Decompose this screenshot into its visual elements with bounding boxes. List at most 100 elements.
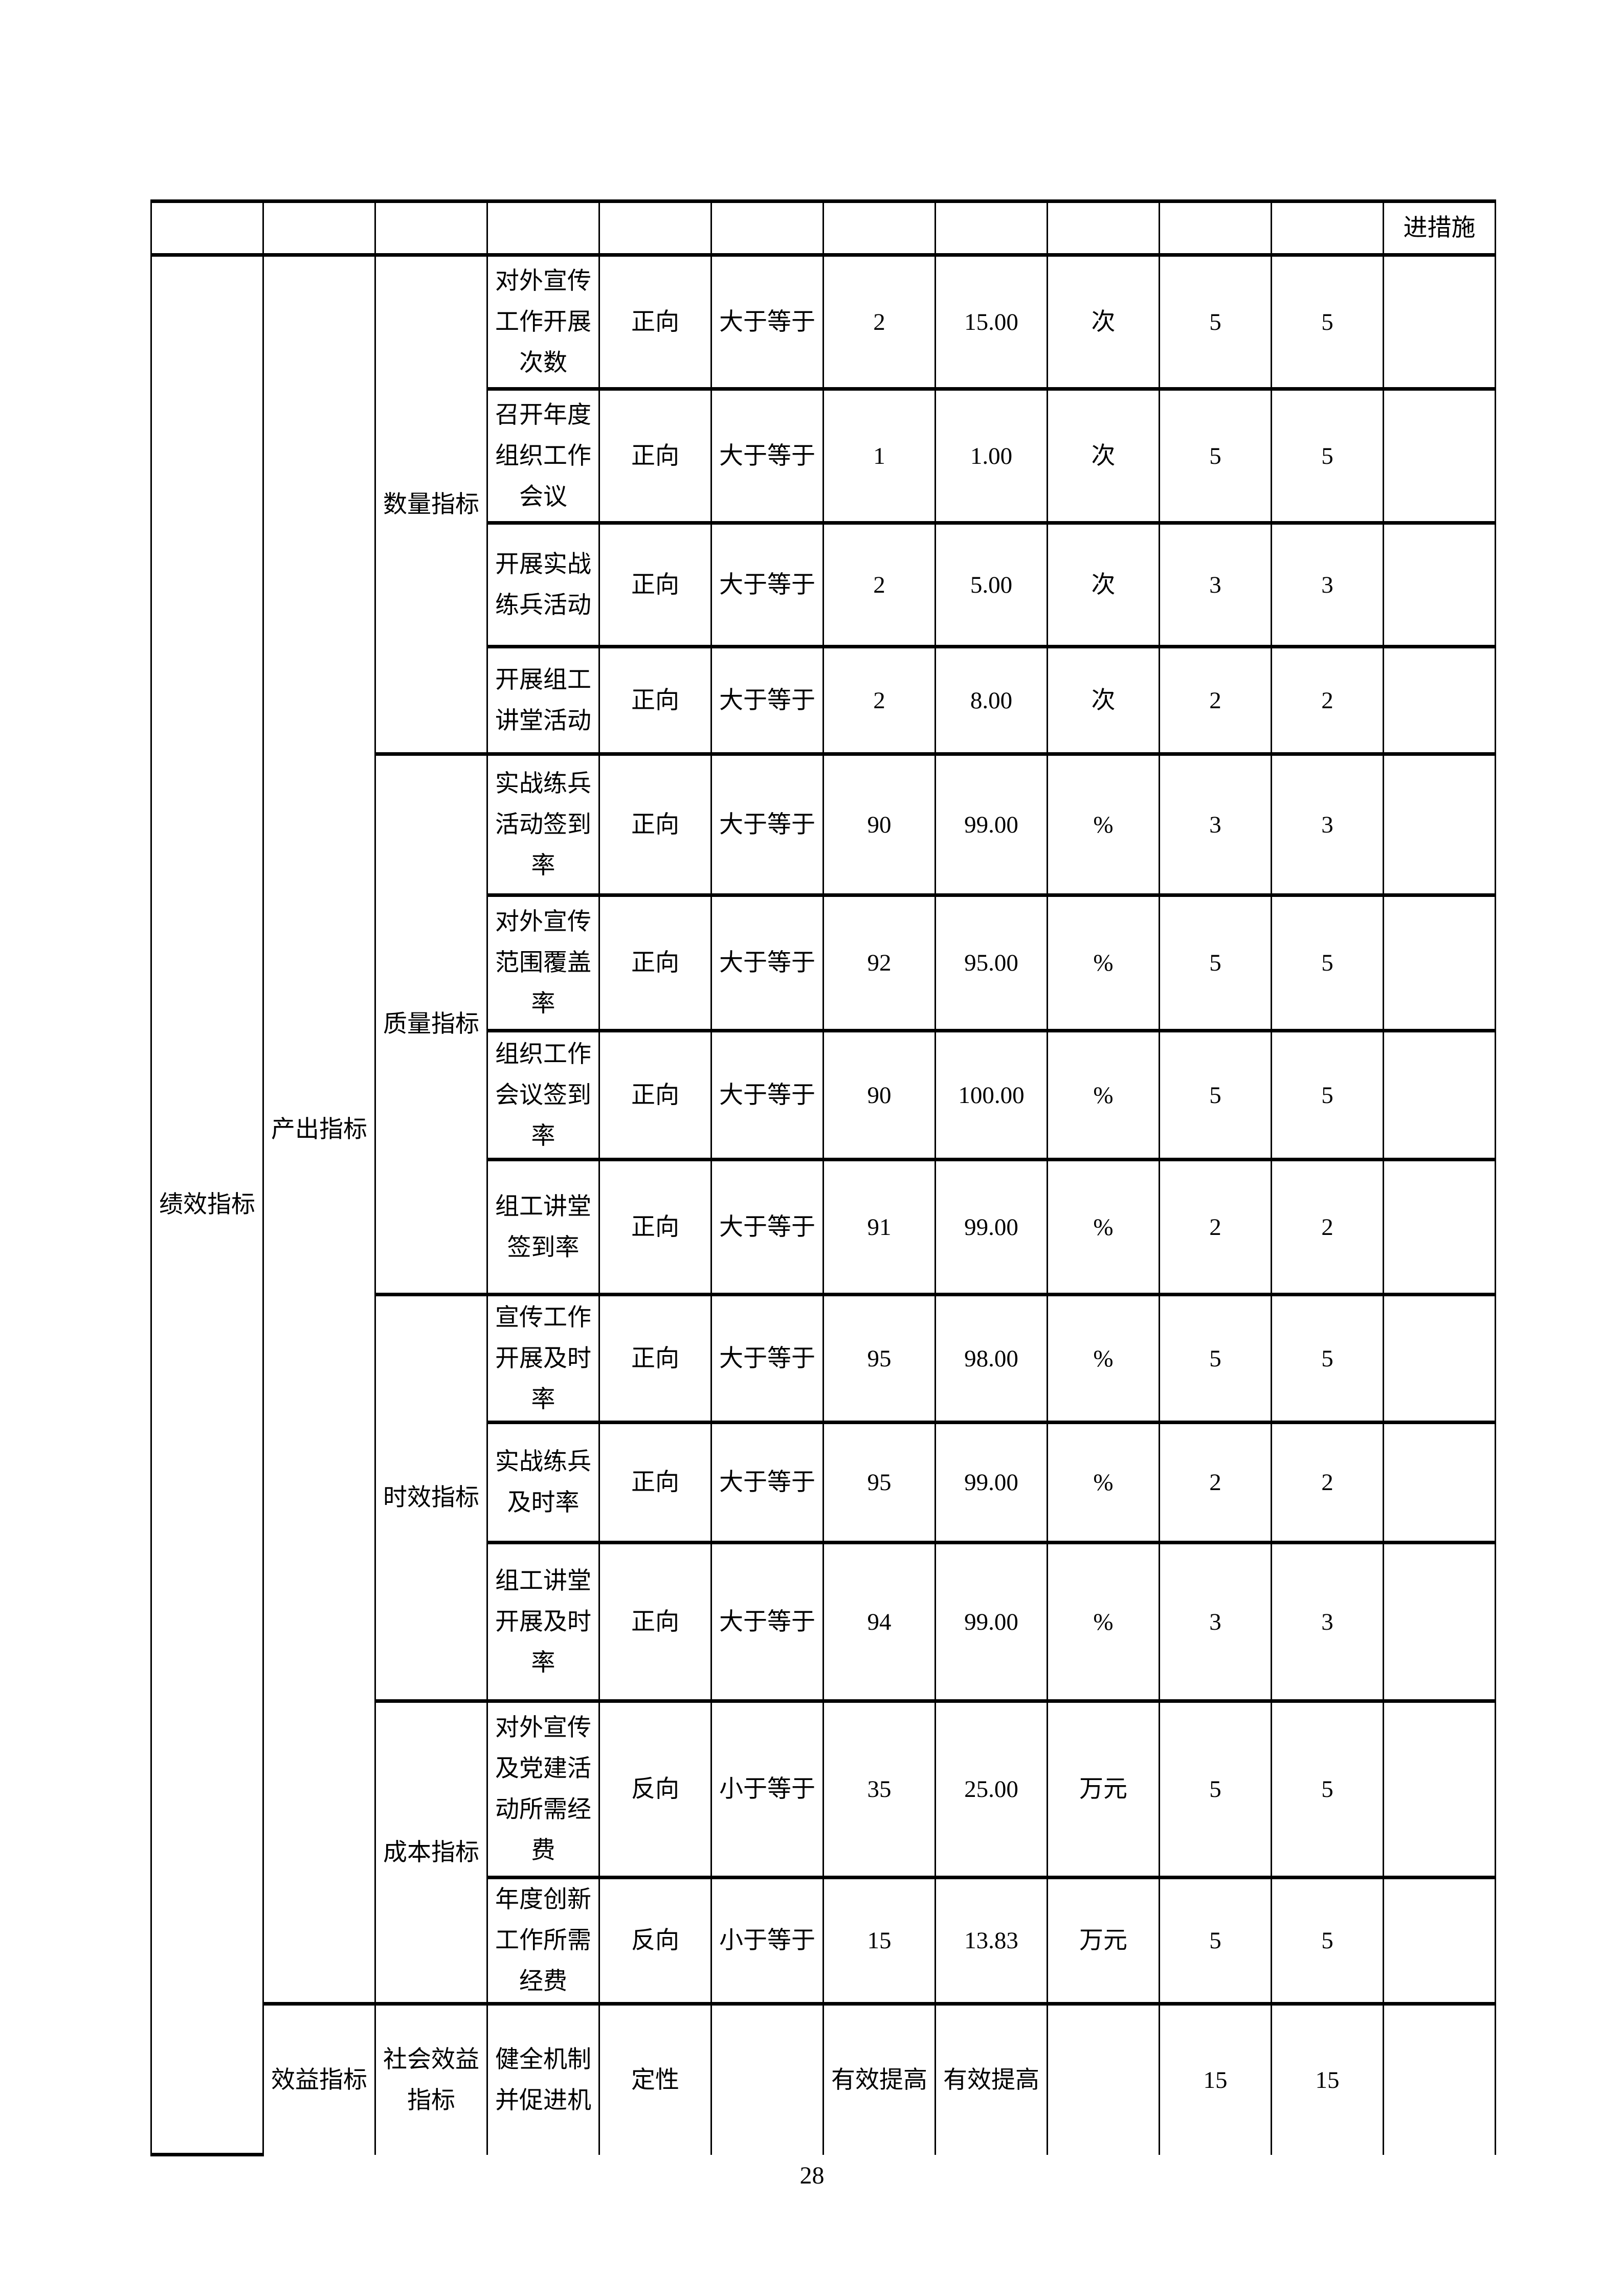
improvement-measures-cell [1383,752,1496,897]
direction-cell: 正向 [598,893,712,1032]
actual-value-cell: 95.00 [935,893,1048,1032]
actual-value-cell: 8.00 [935,645,1048,756]
unit-cell: % [1047,1293,1160,1424]
weight-cell: 2 [1159,645,1272,756]
indicator-row: 实战练兵及时率 正向 大于等于 95 99.00 % 2 2 [151,1421,1496,1544]
target-value-cell: 91 [822,1158,936,1296]
improvement-measures-cell [1383,1699,1496,1879]
actual-value-cell: 99.00 [935,1421,1048,1544]
page-number: 28 [799,2162,825,2189]
indicator-name-cell: 宣传工作开展及时率 [486,1293,600,1424]
actual-value-cell: 100.00 [935,1029,1048,1161]
score-cell: 3 [1271,752,1384,897]
improvement-measures-cell [1383,387,1496,525]
target-value-cell: 94 [822,1541,936,1703]
comparator-cell: 大于等于 [710,1293,824,1424]
improvement-measures-cell [1383,1029,1496,1161]
group-cell-cost: 成本指标 [374,1699,488,2006]
header-empty-cell [1047,199,1160,257]
indicator-row: 绩效指标 产出指标 数量指标 对外宣传工作开展次数 正向 大于等于 2 15.0… [150,253,1496,2156]
target-value-cell: 35 [822,1699,936,1879]
weight-cell: 5 [1159,253,1272,391]
header-empty-cell [822,199,936,257]
actual-value-cell: 98.00 [935,1293,1048,1424]
target-value-cell: 15 [822,1876,936,2006]
weight-cell: 2 [1159,1421,1272,1544]
indicator-row: 成本指标 对外宣传及党建活动所需经费 反向 小于等于 35 25.00 万元 5… [151,1699,1496,2006]
indicator-row: 开展实战练兵活动 正向 大于等于 2 5.00 次 3 3 [151,521,1496,648]
weight-cell: 5 [1159,1699,1272,1879]
actual-value-cell: 99.00 [935,1158,1048,1296]
actual-value-cell: 25.00 [935,1699,1048,1879]
header-empty-cell [710,199,824,257]
indicator-row: 组织工作会议签到率 正向 大于等于 90 100.00 % 5 5 [151,1029,1496,1161]
unit-cell: % [1047,1421,1160,1544]
header-empty-cell [1159,199,1272,257]
score-cell: 5 [1271,1293,1384,1424]
weight-cell: 5 [1159,1293,1272,1424]
target-value-cell: 95 [822,1421,936,1544]
direction-cell: 正向 [598,752,712,897]
header-empty-cell [486,199,600,257]
actual-value-cell: 5.00 [935,521,1048,648]
score-cell: 5 [1271,253,1384,391]
comparator-cell: 大于等于 [710,1158,824,1296]
direction-cell: 正向 [598,645,712,756]
indicator-name-cell: 开展组工讲堂活动 [486,645,600,756]
group-cell-timeliness: 时效指标 [374,1293,488,1703]
comparator-cell: 大于等于 [710,893,824,1032]
unit-cell: % [1047,1541,1160,1703]
improvement-measures-cell [1383,1293,1496,1424]
indicator-name-cell: 对外宣传及党建活动所需经费 [486,1699,600,1879]
comparator-cell: 大于等于 [710,387,824,525]
weight-cell: 15 [1159,2002,1272,2155]
direction-cell: 正向 [598,253,712,391]
comparator-cell: 大于等于 [710,253,824,391]
unit-cell: % [1047,893,1160,1032]
comparator-cell: 大于等于 [710,752,824,897]
indicator-name-cell: 组工讲堂签到率 [486,1158,600,1296]
header-empty-cell [935,199,1048,257]
score-cell: 5 [1271,387,1384,525]
actual-value-cell: 13.83 [935,1876,1048,2006]
group-cell-quantity: 数量指标 [374,253,488,756]
unit-cell: % [1047,1158,1160,1296]
target-value-cell: 2 [822,645,936,756]
weight-cell: 5 [1159,387,1272,525]
actual-value-cell: 99.00 [935,1541,1048,1703]
score-cell: 2 [1271,645,1384,756]
target-value-cell: 90 [822,752,936,897]
group-cell-quality: 质量指标 [374,752,488,1296]
indicator-row: 召开年度组织工作会议 正向 大于等于 1 1.00 次 5 5 [151,387,1496,525]
indicator-name-cell: 实战练兵及时率 [486,1421,600,1544]
actual-value-cell: 1.00 [935,387,1048,525]
indicator-name-cell: 健全机制并促进机 [486,2002,600,2155]
target-value-cell: 95 [822,1293,936,1424]
weight-cell: 5 [1159,1876,1272,2006]
actual-value-cell: 15.00 [935,253,1048,391]
direction-cell: 正向 [598,521,712,648]
comparator-cell [710,2002,824,2155]
weight-cell: 3 [1159,521,1272,648]
score-cell: 2 [1271,1421,1384,1544]
direction-cell: 正向 [598,1541,712,1703]
unit-cell: 万元 [1047,1876,1160,2006]
category-cell-performance: 绩效指标 [150,253,264,2156]
target-value-cell: 2 [822,253,936,391]
weight-cell: 3 [1159,1541,1272,1703]
indicator-row: 质量指标 实战练兵活动签到率 正向 大于等于 90 99.00 % 3 3 [151,752,1496,1296]
weight-cell: 5 [1159,1029,1272,1161]
target-value-cell: 92 [822,893,936,1032]
comparator-cell: 小于等于 [710,1876,824,2006]
unit-cell: 次 [1047,253,1160,391]
unit-cell: 次 [1047,387,1160,525]
unit-cell: 万元 [1047,1699,1160,1879]
unit-cell: 次 [1047,645,1160,756]
direction-cell: 正向 [598,1421,712,1544]
weight-cell: 5 [1159,893,1272,1032]
target-value-cell: 90 [822,1029,936,1161]
indicator-name-cell: 对外宣传工作开展次数 [486,253,600,391]
group-cell-social-benefit: 社会效益指标 [374,2002,488,2155]
comparator-cell: 大于等于 [710,1541,824,1703]
